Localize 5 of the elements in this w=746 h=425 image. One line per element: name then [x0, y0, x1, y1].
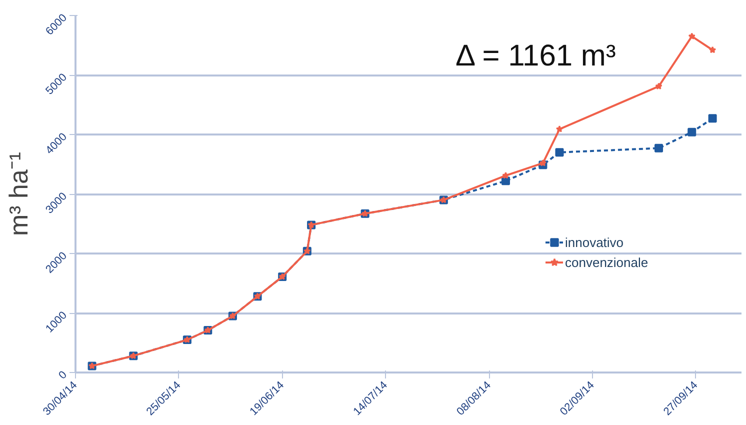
legend-label: convenzionale [565, 254, 648, 270]
y-axis-title: m³ ha⁻¹ [4, 152, 34, 236]
y-tick-label: 0 [56, 368, 70, 382]
legend-label: innovativo [565, 234, 624, 250]
annotation: Δ = 1161 m³ [456, 40, 616, 72]
